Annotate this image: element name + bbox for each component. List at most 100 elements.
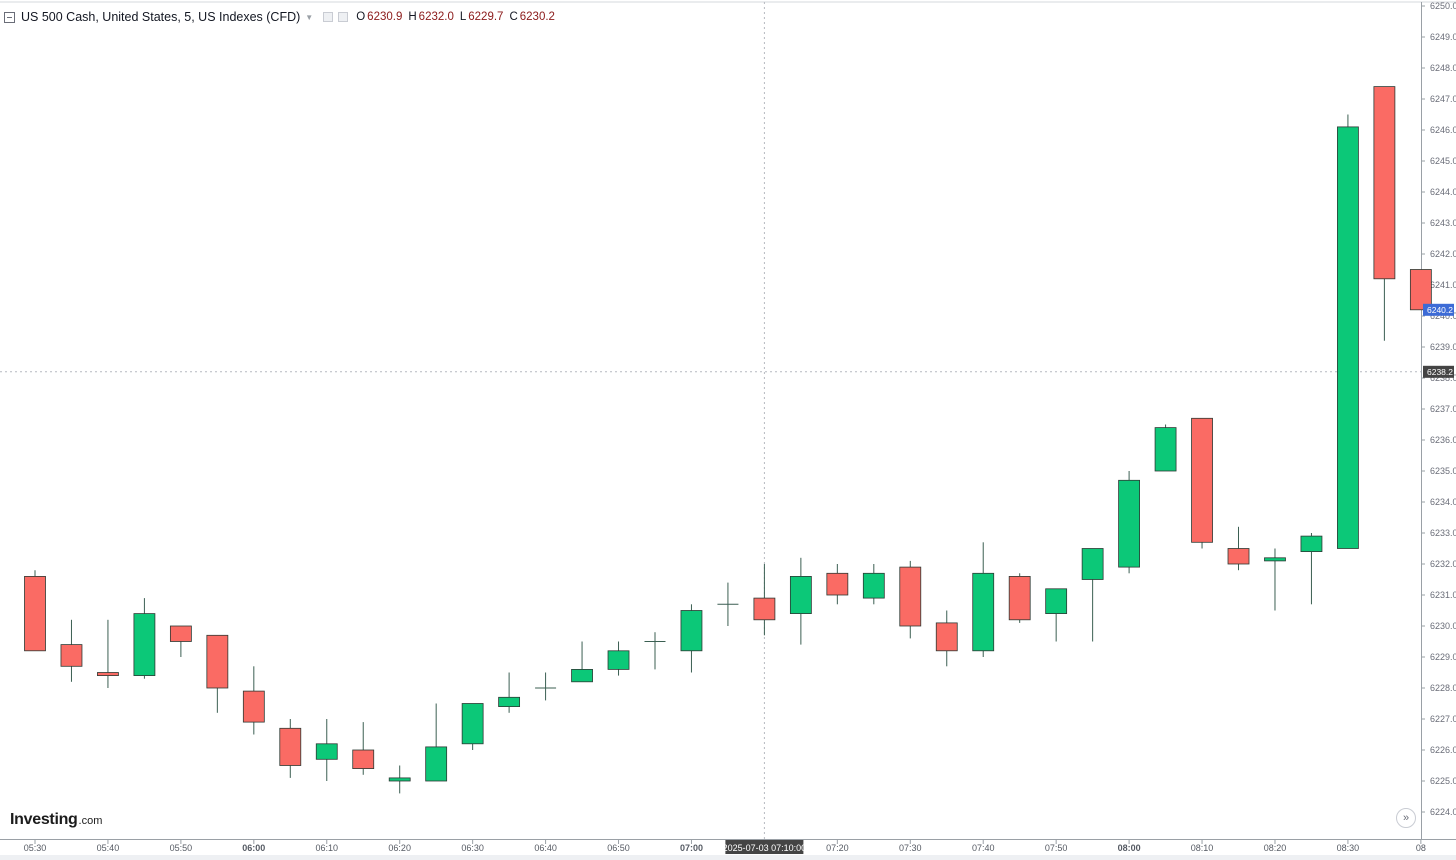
price-tick-label: 6237.0 xyxy=(1430,404,1456,414)
candle-body xyxy=(753,597,776,621)
crosshair xyxy=(0,2,1421,839)
candle-body xyxy=(1191,417,1213,543)
candle-body xyxy=(1264,557,1286,562)
scroll-to-realtime-button[interactable]: » xyxy=(1396,808,1416,828)
last-price-label: 6240.2 xyxy=(1427,305,1453,315)
close-label: C xyxy=(509,11,518,23)
candle-up xyxy=(1154,424,1177,472)
price-tick-label: 6233.0 xyxy=(1430,528,1456,538)
time-tick-label: 06:50 xyxy=(607,843,630,853)
candle-up xyxy=(680,604,703,673)
price-tick-label: 6231.0 xyxy=(1430,590,1456,600)
candle-body xyxy=(97,672,119,676)
candle-body xyxy=(315,743,338,760)
candle-body xyxy=(1081,548,1104,580)
candle-body xyxy=(1373,86,1396,280)
price-tick-label: 6238.0 xyxy=(1430,373,1456,383)
candle-body xyxy=(1409,269,1432,311)
candle-down xyxy=(753,564,776,636)
candle-down xyxy=(1227,526,1250,571)
candle-up xyxy=(789,557,812,645)
time-tick-label: 08:00 xyxy=(1118,843,1141,853)
candle-up xyxy=(1081,548,1104,642)
price-tick-label: 6247.0 xyxy=(1430,94,1456,104)
price-tick-label: 6229.0 xyxy=(1430,652,1456,662)
collapse-box-icon[interactable] xyxy=(4,11,15,23)
time-tick-label: 07:00 xyxy=(680,843,703,853)
candle-body xyxy=(571,669,593,683)
time-tick-label: 05:30 xyxy=(24,843,47,853)
candle-up xyxy=(133,598,156,679)
candle-down xyxy=(169,625,192,657)
candle-body xyxy=(352,749,375,770)
plot-area[interactable] xyxy=(0,2,1421,840)
candle-up xyxy=(1264,548,1286,611)
candle-down xyxy=(97,619,119,688)
close-value: 6230.2 xyxy=(519,11,555,23)
time-tick-label: 07:20 xyxy=(826,843,849,853)
candle-body xyxy=(1118,479,1140,568)
candle-down xyxy=(899,560,922,639)
low-label: L xyxy=(459,11,467,23)
candle-body xyxy=(862,572,885,599)
price-tick-label: 6225.0 xyxy=(1430,776,1456,786)
time-tick-label: 08 xyxy=(1416,843,1426,853)
high-value: 6232.0 xyxy=(418,11,454,23)
candle-body xyxy=(1154,427,1177,472)
candle-body xyxy=(279,727,302,766)
candle-down xyxy=(1191,417,1213,549)
candle-body xyxy=(169,625,192,642)
high-label: H xyxy=(408,11,417,23)
time-tick-label: 06:40 xyxy=(534,843,557,853)
price-tick-label: 6236.0 xyxy=(1430,435,1456,445)
close-icon[interactable] xyxy=(338,12,349,22)
price-tick-label: 6234.0 xyxy=(1430,497,1456,507)
candle-body xyxy=(1045,588,1068,614)
candle-body xyxy=(206,634,229,689)
price-tick-label: 6241.0 xyxy=(1430,280,1456,290)
time-tick-label: 07:40 xyxy=(972,843,995,853)
price-tick-label: 6243.0 xyxy=(1430,218,1456,228)
candle-body xyxy=(680,610,703,652)
brand-suffix: .com xyxy=(78,815,103,827)
price-tick-label: 6230.0 xyxy=(1430,621,1456,631)
ohlc-values: O 6230.9 H 6232.0 L 6229.7 C 6230.2 xyxy=(356,11,559,23)
time-tick-label: 06:00 xyxy=(242,843,265,853)
time-tick-label: 08:20 xyxy=(1264,843,1287,853)
brand-logo: Investing .com xyxy=(10,811,102,829)
time-tick-label: 05:50 xyxy=(170,843,193,853)
candle-up xyxy=(717,582,739,626)
candle-body xyxy=(1008,576,1031,621)
candle-up xyxy=(571,641,593,683)
candle-up xyxy=(535,672,557,701)
chevron-down-icon[interactable]: ▼ xyxy=(305,12,314,22)
price-axis: 6224.0 6225.0 6226.0 6227.0 6228.0 6229.0 6230… xyxy=(1421,1,1456,817)
candle-down xyxy=(279,719,302,778)
price-tick-label: 6228.0 xyxy=(1430,683,1456,693)
crosshair-price-badge xyxy=(1423,365,1454,378)
time-tick-label: 06:20 xyxy=(388,843,411,853)
candle-down xyxy=(352,722,375,775)
candle-down xyxy=(24,570,46,652)
time-tick-label: 07:30 xyxy=(899,843,922,853)
candle-down xyxy=(60,619,83,682)
candle-down xyxy=(1373,86,1396,341)
price-tick-label: 6226.0 xyxy=(1430,745,1456,755)
time-tick-label: 05:40 xyxy=(97,843,120,853)
candle-body xyxy=(1227,548,1250,565)
candle-body xyxy=(935,622,958,652)
price-tick-label: 6232.0 xyxy=(1430,559,1456,569)
symbol-title[interactable]: US 500 Cash, United States, 5, US Indexe… xyxy=(21,10,301,24)
price-tick-label: 6239.0 xyxy=(1430,342,1456,352)
candle-body xyxy=(1300,535,1323,552)
candle-up xyxy=(1118,471,1140,574)
time-tick-label: 06:10 xyxy=(315,843,338,853)
candle-down xyxy=(1008,573,1031,623)
candles-layer xyxy=(24,86,1432,794)
bottom-toolbar-strip xyxy=(0,855,1456,860)
settings-icon[interactable] xyxy=(323,12,334,22)
candle-up xyxy=(461,703,484,750)
price-tick-label: 6248.0 xyxy=(1430,63,1456,73)
candle-down xyxy=(206,634,229,713)
